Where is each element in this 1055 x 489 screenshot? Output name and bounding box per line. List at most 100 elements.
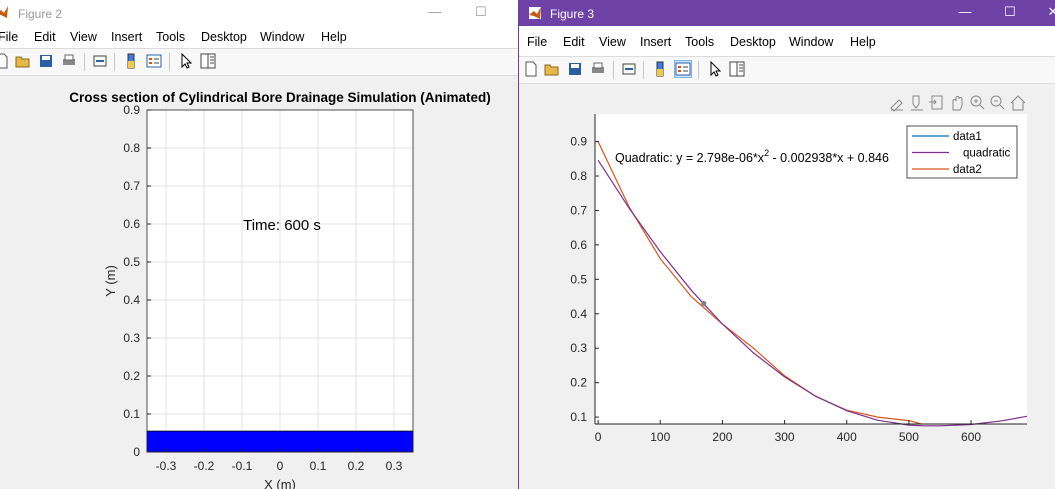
y-tick-label: 0.7 [570,203,587,217]
time-annotation: Time: 600 s [243,217,321,234]
series-line-quadratic [597,159,1028,427]
cursor-icon[interactable] [707,61,723,77]
zoom-out-icon[interactable] [990,95,1005,110]
pan-icon[interactable] [952,96,963,111]
figure-2-window: Figure 2 — ☐ File Edit View Insert Tools… [0,0,518,489]
y-tick-label: 0.8 [570,169,587,183]
toolbar-separator [84,53,85,71]
menu-edit[interactable]: Edit [563,35,585,49]
figure-3-canvas: 0 100 200 300 400 500 600 0.1 0.2 0.3 0.4 0.5 0.6 0.7… [519,86,1055,489]
menu-desktop[interactable]: Desktop [201,30,247,44]
figure-3-titlebar[interactable]: Figure 3 — ☐ ✕ [519,0,1055,26]
y-axis-label: Y (m) [103,265,118,297]
quadratic-fit-plot: 0 100 200 300 400 500 600 0.1 0.2 0.3 0.4 0.5 0.6 0.7… [570,114,1028,444]
x-tick-label: 0.2 [348,459,365,473]
print-icon[interactable] [590,61,606,77]
x-axis-label: X (m) [264,477,296,489]
export-icon[interactable] [929,95,943,110]
x-tick-label: 500 [899,430,919,444]
new-figure-icon[interactable] [523,61,539,77]
drainage-plot: -0.3 -0.2 -0.1 0 0.1 0.2 0.3 0 0.1 0.2 0.3 0.4 0.5 0.… [69,90,491,489]
cursor-icon[interactable] [178,53,194,69]
zoom-in-icon[interactable] [970,95,985,110]
toolbar-separator [613,61,614,79]
menu-help[interactable]: Help [321,30,347,44]
y-tick-label: 0.9 [123,103,140,117]
open-file-icon[interactable] [15,53,31,69]
y-tick-label: 0.6 [123,217,140,231]
x-tick-label: -0.3 [156,459,177,473]
menu-edit[interactable]: Edit [34,30,56,44]
menu-insert[interactable]: Insert [640,35,672,49]
menu-file[interactable]: File [527,35,548,49]
y-tick-label: 0.4 [570,307,587,321]
x-tick-label: 100 [650,430,670,444]
menu-insert[interactable]: Insert [111,30,143,44]
axes-toolbar [890,95,1026,112]
menu-view[interactable]: View [599,35,626,49]
colorbar-icon[interactable] [123,53,139,69]
menu-window[interactable]: Window [260,30,305,44]
minimize-button[interactable]: — [428,4,442,19]
maximize-button[interactable]: ☐ [1004,4,1016,19]
y-tick-label: 0.5 [570,272,587,286]
save-icon[interactable] [38,53,54,69]
matlab-logo-icon [0,6,8,18]
menu-help[interactable]: Help [850,35,876,49]
y-tick-label: 0.9 [570,135,587,149]
x-tick-label: 300 [775,430,795,444]
property-editor-icon[interactable] [200,53,216,69]
y-tick-label: 0.6 [570,238,587,252]
brush-icon[interactable] [890,99,903,112]
menu-file[interactable]: File [0,30,19,44]
figure-2-canvas: -0.3 -0.2 -0.1 0 0.1 0.2 0.3 0 0.1 0.2 0.3 0.4 0.5 0.… [0,76,518,489]
menu-bar: File Edit View Insert Tools Desktop Wind… [519,26,1055,56]
y-tick-label: 0.4 [123,293,140,307]
menu-window[interactable]: Window [789,35,834,49]
figure-toolbar [0,48,518,76]
legend-icon[interactable] [674,60,692,78]
toolbar-separator [698,61,699,79]
menu-tools[interactable]: Tools [156,30,186,44]
y-tick-label: 0.2 [570,376,587,390]
plot-title: Cross section of Cylindrical Bore Draina… [69,90,491,105]
new-figure-icon[interactable] [0,53,10,69]
link-plot-icon[interactable] [92,53,108,69]
y-tick-label: 0.2 [123,369,140,383]
data-tip-icon[interactable] [911,95,923,111]
open-file-icon[interactable] [544,61,560,77]
menu-tools[interactable]: Tools [685,35,715,49]
window-title: Figure 2 [18,7,63,21]
menu-bar: File Edit View Insert Tools Desktop Wind… [0,26,518,48]
minimize-button[interactable]: — [958,4,972,19]
figure-toolbar [519,56,1055,84]
menu-desktop[interactable]: Desktop [730,35,776,49]
link-plot-icon[interactable] [621,61,637,77]
y-tick-label: 0.1 [570,410,587,424]
toolbar-separator [169,53,170,71]
close-button[interactable]: ✕ [1042,3,1055,21]
save-icon[interactable] [567,61,583,77]
figure-2-titlebar[interactable]: Figure 2 — ☐ [0,0,518,26]
equation-suffix: - 0.002938*x + 0.846 [769,151,889,165]
x-tick-label: 600 [961,430,981,444]
window-title: Figure 3 [550,7,595,21]
toolbar-separator [114,53,115,71]
equation-prefix: Quadratic: y = 2.798e-06*x [615,151,765,165]
legend-label-data1: data1 [953,131,982,143]
print-icon[interactable] [61,53,77,69]
colorbar-icon[interactable] [652,61,668,77]
y-tick-label: 0 [133,445,140,459]
legend-label-data2: data2 [953,164,982,176]
x-tick-label: -0.2 [194,459,215,473]
maximize-button[interactable]: ☐ [475,4,487,19]
data-point [701,300,707,306]
equation-annotation: Quadratic: y = 2.798e-06*x2 - 0.002938*x… [615,148,889,165]
x-tick-label: 0 [595,430,602,444]
menu-view[interactable]: View [70,30,97,44]
legend-icon[interactable] [146,53,162,69]
x-tick-label: 400 [837,430,857,444]
matlab-logo-icon [529,7,541,19]
property-editor-icon[interactable] [729,61,745,77]
home-icon[interactable] [1010,95,1026,111]
